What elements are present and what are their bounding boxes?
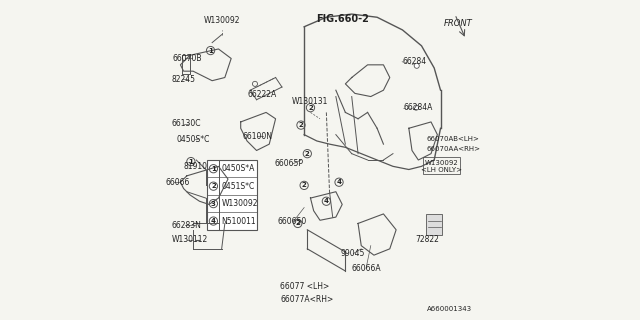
Text: W130092: W130092 xyxy=(424,160,458,166)
Text: 66100N: 66100N xyxy=(243,132,272,141)
Text: 4: 4 xyxy=(337,179,342,185)
Text: W130092: W130092 xyxy=(221,199,258,208)
Text: 0450S*C: 0450S*C xyxy=(177,135,210,144)
Text: 2: 2 xyxy=(302,182,307,188)
Text: 66077 <LH>: 66077 <LH> xyxy=(280,282,330,292)
Text: 99045: 99045 xyxy=(340,249,365,258)
Text: 66070B: 66070B xyxy=(173,54,202,63)
Text: 72822: 72822 xyxy=(415,235,439,244)
Text: 66070AB<LH>: 66070AB<LH> xyxy=(426,136,479,142)
Text: 2: 2 xyxy=(296,220,300,227)
Text: 66284A: 66284A xyxy=(403,103,433,112)
Bar xyxy=(423,157,460,174)
Text: 66065P: 66065P xyxy=(274,159,303,168)
Bar xyxy=(207,160,257,230)
Text: 66070AA<RH>: 66070AA<RH> xyxy=(426,146,480,152)
Text: 660650: 660650 xyxy=(277,217,307,226)
Text: 66066: 66066 xyxy=(165,178,189,187)
Text: A660001343: A660001343 xyxy=(427,306,472,312)
Circle shape xyxy=(414,63,419,68)
Text: W130131: W130131 xyxy=(291,97,328,106)
Text: N510011: N510011 xyxy=(221,217,256,226)
Text: 2: 2 xyxy=(299,122,303,128)
Text: 1: 1 xyxy=(208,48,213,53)
Text: 4: 4 xyxy=(211,218,216,224)
Text: 66066A: 66066A xyxy=(352,264,381,273)
Text: 0451S*C: 0451S*C xyxy=(221,182,255,191)
Text: 2: 2 xyxy=(211,183,216,189)
Text: 4: 4 xyxy=(324,198,329,204)
Text: 1: 1 xyxy=(211,166,216,172)
Text: FRONT: FRONT xyxy=(444,19,472,28)
Text: 3: 3 xyxy=(211,201,216,207)
Bar xyxy=(426,214,442,235)
Text: 2: 2 xyxy=(308,105,313,111)
Text: 0450S*A: 0450S*A xyxy=(221,164,255,173)
Text: 82245: 82245 xyxy=(172,75,196,84)
Text: 2: 2 xyxy=(305,151,310,157)
Text: FIG.660-2: FIG.660-2 xyxy=(316,14,369,24)
Circle shape xyxy=(413,105,419,110)
Text: 81910: 81910 xyxy=(184,162,207,171)
Text: 66283N: 66283N xyxy=(172,220,202,229)
Text: <LH ONLY>: <LH ONLY> xyxy=(421,167,462,173)
Text: 1: 1 xyxy=(188,159,193,164)
Text: 66284: 66284 xyxy=(403,57,427,66)
Text: W130092: W130092 xyxy=(204,16,240,25)
Text: 66130C: 66130C xyxy=(172,119,201,128)
Text: 66222A: 66222A xyxy=(247,91,276,100)
Text: W130112: W130112 xyxy=(172,236,208,244)
Text: 66077A<RH>: 66077A<RH> xyxy=(280,295,333,304)
